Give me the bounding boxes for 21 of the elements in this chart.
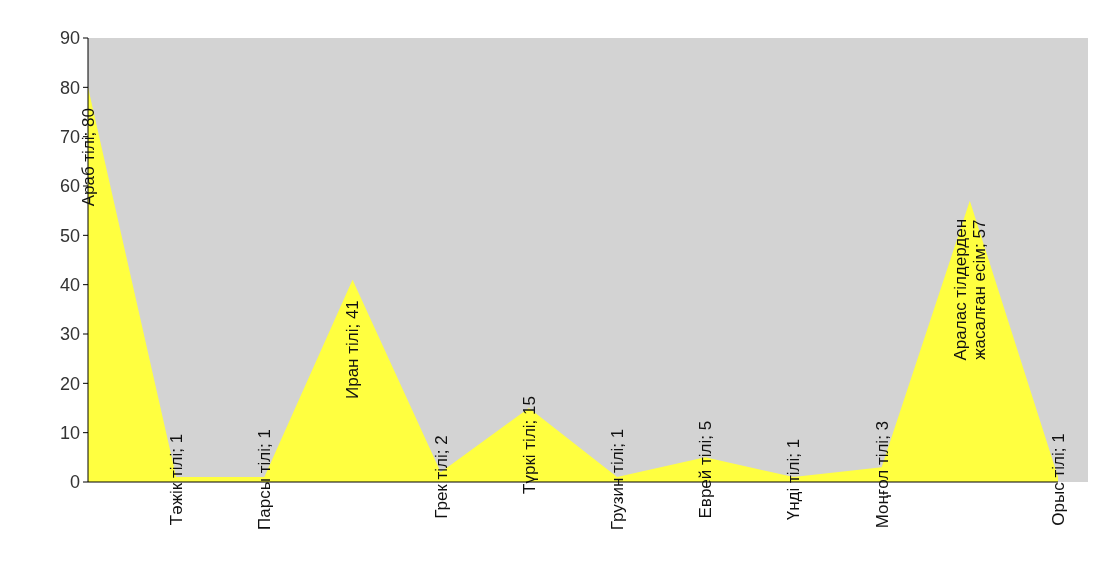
- y-tick-label: 70: [59, 126, 80, 147]
- data-label: Моңғол тілі; 3: [872, 420, 892, 529]
- y-tick-label: 10: [59, 422, 80, 443]
- data-label: Аралас тілдерден жасалған есім; 57: [951, 218, 990, 361]
- data-label: Орыс тілі; 1: [1048, 433, 1068, 526]
- y-tick-label: 90: [59, 28, 80, 49]
- data-label: Иран тілі; 41: [343, 300, 363, 400]
- y-tick-label: 40: [59, 274, 80, 295]
- y-tick-label: 80: [59, 77, 80, 98]
- y-tick-label: 30: [59, 324, 80, 345]
- data-label: Грек тілі; 2: [431, 435, 451, 519]
- data-label: Грузин тілі; 1: [608, 428, 628, 531]
- data-label: Түркі тілі; 15: [519, 396, 539, 494]
- y-tick-label: 0: [69, 472, 80, 493]
- data-label: Үнді тілі; 1: [784, 438, 804, 521]
- y-tick-label: 50: [59, 225, 80, 246]
- y-tick-label: 20: [59, 373, 80, 394]
- y-tick-label: 60: [59, 176, 80, 197]
- data-label: Еврей тілі; 5: [696, 420, 716, 519]
- data-label: Парсы тілі; 1: [255, 429, 275, 530]
- data-label: Тәжік тілі; 1: [167, 433, 187, 526]
